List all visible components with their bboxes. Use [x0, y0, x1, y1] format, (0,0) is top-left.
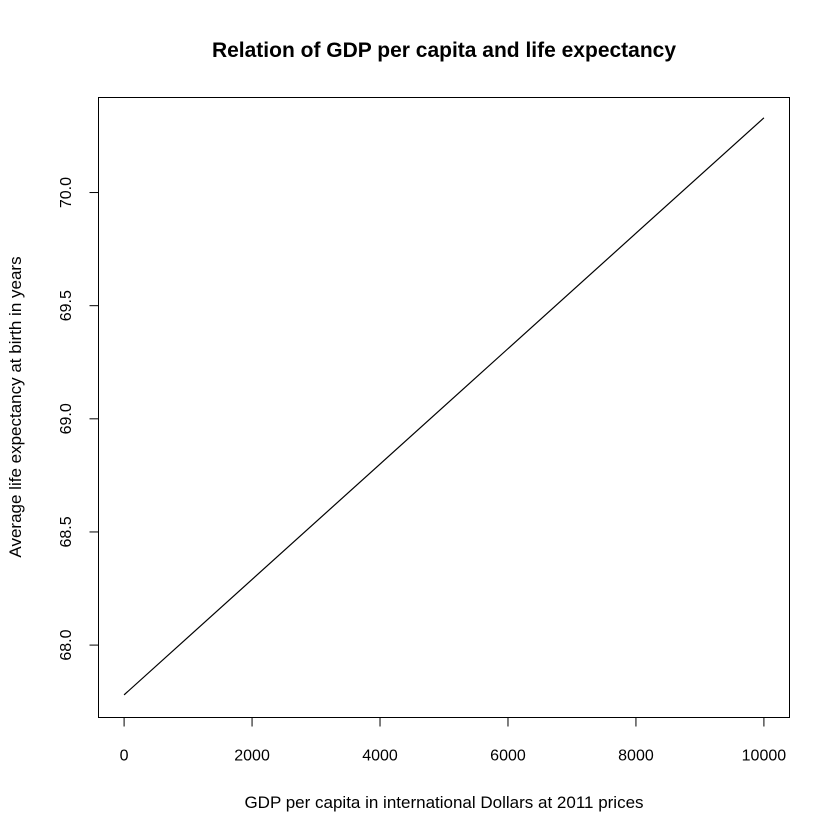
x-tick-label: 4000: [362, 748, 398, 765]
x-tick-label: 10000: [742, 748, 787, 765]
x-tick-label: 0: [120, 748, 129, 765]
chart-title: Relation of GDP per capita and life expe…: [212, 39, 676, 62]
x-axis-label: GDP per capita in international Dollars …: [244, 793, 643, 812]
y-axis-label: Average life expectancy at birth in year…: [6, 256, 25, 557]
y-tick-label: 68.0: [58, 629, 75, 660]
x-axis: 0 2000 4000 6000 8000 10000: [120, 717, 787, 765]
y-tick-label: 69.0: [58, 403, 75, 434]
y-tick-label: 70.0: [58, 177, 75, 208]
x-tick-label: 2000: [234, 748, 270, 765]
series-layer: [123, 117, 765, 696]
series-line: [123, 117, 765, 696]
y-tick-label: 69.5: [58, 290, 75, 321]
y-axis: 68.0 68.5 69.0 69.5 70.0: [58, 177, 99, 661]
y-tick-label: 68.5: [58, 516, 75, 547]
x-tick-label: 6000: [490, 748, 526, 765]
x-tick-label: 8000: [618, 748, 654, 765]
